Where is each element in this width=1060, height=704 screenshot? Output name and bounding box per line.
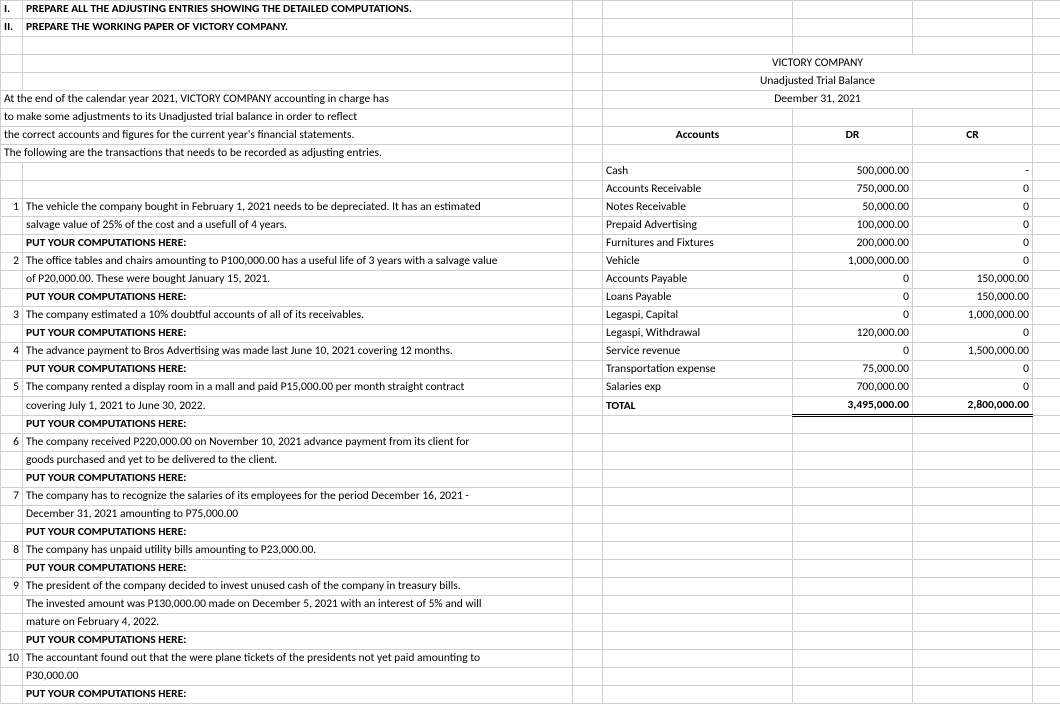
cr-val: 0 (913, 361, 1033, 379)
dr-val: 100,000.00 (793, 217, 913, 235)
intro-line: The following are the transactions that … (1, 145, 573, 163)
item-text: covering July 1, 2021 to June 30, 2022. (23, 397, 573, 416)
item-text: mature on February 4, 2022. (23, 614, 573, 632)
put-computations: PUT YOUR COMPUTATIONS HERE: (23, 470, 573, 488)
put-computations: PUT YOUR COMPUTATIONS HERE: (23, 289, 573, 307)
cr-val: 0 (913, 217, 1033, 235)
report-date: Deember 31, 2021 (603, 91, 1033, 109)
dr-val: 1,000,000.00 (793, 253, 913, 271)
put-computations: PUT YOUR COMPUTATIONS HERE: (23, 416, 573, 434)
acct-name: Cash (603, 163, 793, 181)
item-text: The invested amount was P130,000.00 made… (23, 596, 573, 614)
instruction-i-text: PREPARE ALL THE ADJUSTING ENTRIES SHOWIN… (23, 1, 573, 19)
roman-i: I. (1, 1, 23, 19)
cr-val: 1,000,000.00 (913, 307, 1033, 325)
item-num: 6 (1, 434, 23, 452)
intro-line: the correct accounts and figures for the… (1, 127, 573, 145)
cr-val: 0 (913, 199, 1033, 217)
item-num: 5 (1, 379, 23, 397)
item-num: 10 (1, 650, 23, 668)
item-text: The company has unpaid utility bills amo… (23, 542, 573, 560)
dr-val: 75,000.00 (793, 361, 913, 379)
cr-val: 150,000.00 (913, 271, 1033, 289)
acct-name: Service revenue (603, 343, 793, 361)
item-text: The accountant found out that the were p… (23, 650, 573, 668)
item-text: of P20,000.00. These were bought January… (23, 271, 573, 289)
dr-val: 700,000.00 (793, 379, 913, 397)
cr-val: - (913, 163, 1033, 181)
acct-name: Accounts Receivable (603, 181, 793, 199)
item-num: 9 (1, 578, 23, 596)
item-num: 4 (1, 343, 23, 361)
cr-val: 0 (913, 181, 1033, 199)
item-text: The company rented a display room in a m… (23, 379, 573, 397)
dr-val: 120,000.00 (793, 325, 913, 343)
acct-name: Salaries exp (603, 379, 793, 397)
company-name: VICTORY COMPANY (603, 55, 1033, 73)
cr-val: 1,500,000.00 (913, 343, 1033, 361)
acct-name: Loans Payable (603, 289, 793, 307)
cr-val: 0 (913, 379, 1033, 397)
acct-name: Accounts Payable (603, 271, 793, 289)
put-computations: PUT YOUR COMPUTATIONS HERE: (23, 524, 573, 542)
item-text: The vehicle the company bought in Februa… (23, 199, 573, 217)
instruction-ii-text: PREPARE THE WORKING PAPER OF VICTORY COM… (23, 19, 573, 37)
total-label: TOTAL (603, 397, 793, 416)
item-text: salvage value of 25% of the cost and a u… (23, 217, 573, 235)
put-computations: PUT YOUR COMPUTATIONS HERE: (23, 361, 573, 379)
item-text: goods purchased and yet to be delivered … (23, 452, 573, 470)
acct-name: Legaspi, Capital (603, 307, 793, 325)
cr-val: 0 (913, 325, 1033, 343)
dr-val: 0 (793, 307, 913, 325)
item-text: The company received P220,000.00 on Nove… (23, 434, 573, 452)
spreadsheet: I. PREPARE ALL THE ADJUSTING ENTRIES SHO… (0, 0, 1060, 704)
instruction-row: I. PREPARE ALL THE ADJUSTING ENTRIES SHO… (1, 1, 1060, 19)
cr-val: 0 (913, 235, 1033, 253)
intro-line: to make some adjustments to its Unadjust… (1, 109, 573, 127)
put-computations: PUT YOUR COMPUTATIONS HERE: (23, 560, 573, 578)
total-cr: 2,800,000.00 (913, 397, 1033, 416)
roman-ii: II. (1, 19, 23, 37)
item-num: 8 (1, 542, 23, 560)
acct-name: Furnitures and Fixtures (603, 235, 793, 253)
dr-val: 750,000.00 (793, 181, 913, 199)
cr-val: 0 (913, 253, 1033, 271)
dr-val: 200,000.00 (793, 235, 913, 253)
item-text: The office tables and chairs amounting t… (23, 253, 573, 271)
dr-val: 500,000.00 (793, 163, 913, 181)
col-cr: CR (913, 127, 1033, 145)
item-text: December 31, 2021 amounting to P75,000.0… (23, 506, 573, 524)
item-text: The president of the company decided to … (23, 578, 573, 596)
put-computations: PUT YOUR COMPUTATIONS HERE: (23, 632, 573, 650)
acct-name: Transportation expense (603, 361, 793, 379)
instruction-row: II. PREPARE THE WORKING PAPER OF VICTORY… (1, 19, 1060, 37)
dr-val: 50,000.00 (793, 199, 913, 217)
acct-name: Legaspi, Withdrawal (603, 325, 793, 343)
total-dr: 3,495,000.00 (793, 397, 913, 416)
item-num: 2 (1, 253, 23, 271)
acct-name: Vehicle (603, 253, 793, 271)
cr-val: 150,000.00 (913, 289, 1033, 307)
put-computations: PUT YOUR COMPUTATIONS HERE: (23, 235, 573, 253)
acct-name: Notes Receivable (603, 199, 793, 217)
put-computations: PUT YOUR COMPUTATIONS HERE: (23, 325, 573, 343)
dr-val: 0 (793, 271, 913, 289)
intro-line: At the end of the calendar year 2021, VI… (1, 91, 573, 109)
report-title: Unadjusted Trial Balance (603, 73, 1033, 91)
col-dr: DR (793, 127, 913, 145)
item-text: The company estimated a 10% doubtful acc… (23, 307, 573, 325)
put-computations: PUT YOUR COMPUTATIONS HERE: (23, 686, 573, 704)
acct-name: Prepaid Advertising (603, 217, 793, 235)
item-num: 7 (1, 488, 23, 506)
col-accounts: Accounts (603, 127, 793, 145)
item-num: 3 (1, 307, 23, 325)
dr-val: 0 (793, 289, 913, 307)
item-text: The advance payment to Bros Advertising … (23, 343, 573, 361)
item-text: The company has to recognize the salarie… (23, 488, 573, 506)
dr-val: 0 (793, 343, 913, 361)
item-num: 1 (1, 199, 23, 217)
